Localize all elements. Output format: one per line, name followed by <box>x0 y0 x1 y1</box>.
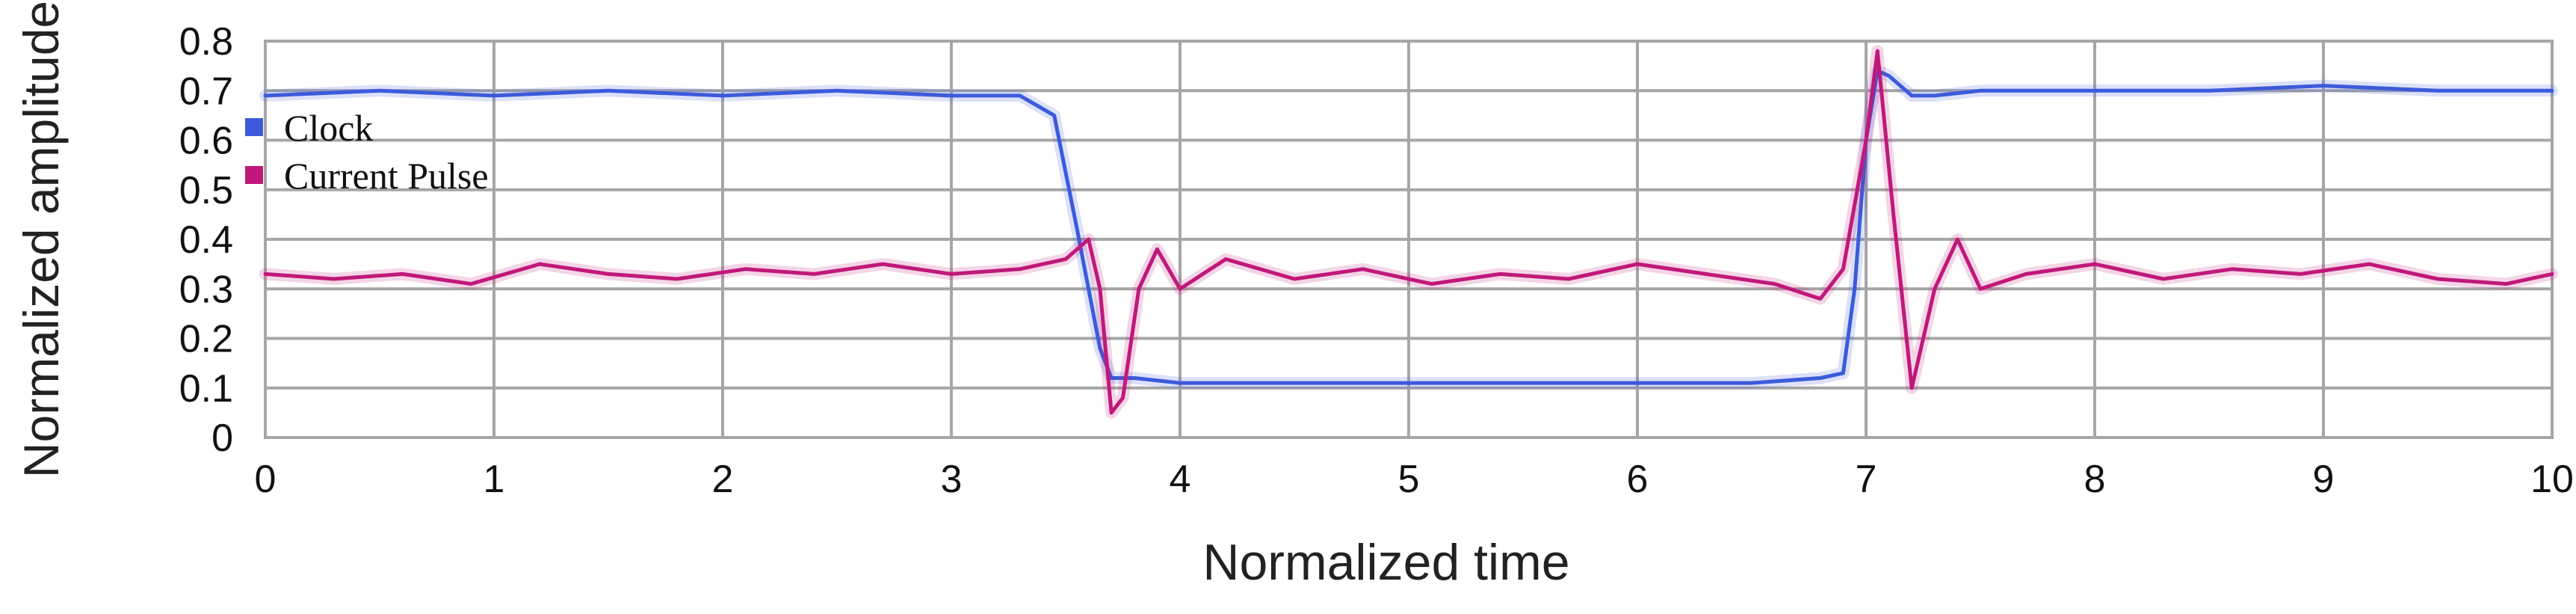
x-axis-label: Normalized time <box>1202 534 1569 591</box>
x-tick-label: 8 <box>2084 458 2106 501</box>
series-line-current-pulse <box>263 49 2554 415</box>
x-tick-label: 10 <box>2530 458 2574 501</box>
series-line-clock <box>263 69 2554 385</box>
x-tick-label: 2 <box>712 458 734 501</box>
y-tick-label: 0.1 <box>179 367 233 411</box>
y-axis-label: Normalized amplitude <box>13 1 69 478</box>
series-group <box>259 45 2558 419</box>
x-tick-label: 3 <box>941 458 963 501</box>
x-tick-label: 5 <box>1398 458 1420 501</box>
legend-label-current-pulse: Current Pulse <box>284 155 489 197</box>
x-tick-label: 7 <box>1856 458 1877 501</box>
legend-label-clock: Clock <box>284 107 373 149</box>
grid <box>264 40 2554 439</box>
y-tick-label: 0.4 <box>179 218 233 262</box>
legend-swatch-current-pulse <box>245 166 263 184</box>
x-tick-label: 4 <box>1170 458 1191 501</box>
tick-labels: 0 1 2 3 4 5 6 7 8 9 10 0 0.1 0.2 0.3 0.4 0.5 0.6 0.7 0.8 <box>179 20 2574 501</box>
y-tick-label: 0.6 <box>179 120 233 163</box>
y-tick-label: 0.5 <box>179 169 233 212</box>
y-tick-label: 0.2 <box>179 318 233 361</box>
y-tick-label: 0 <box>211 417 233 460</box>
y-tick-label: 0.8 <box>179 20 233 64</box>
x-tick-label: 1 <box>484 458 505 501</box>
x-tick-label: 0 <box>255 458 277 501</box>
y-tick-label: 0.7 <box>179 70 233 113</box>
legend: Clock Current Pulse <box>245 107 489 197</box>
x-tick-label: 9 <box>2313 458 2335 501</box>
y-tick-label: 0.3 <box>179 268 233 311</box>
legend-swatch-clock <box>245 118 263 136</box>
x-tick-label: 6 <box>1627 458 1649 501</box>
